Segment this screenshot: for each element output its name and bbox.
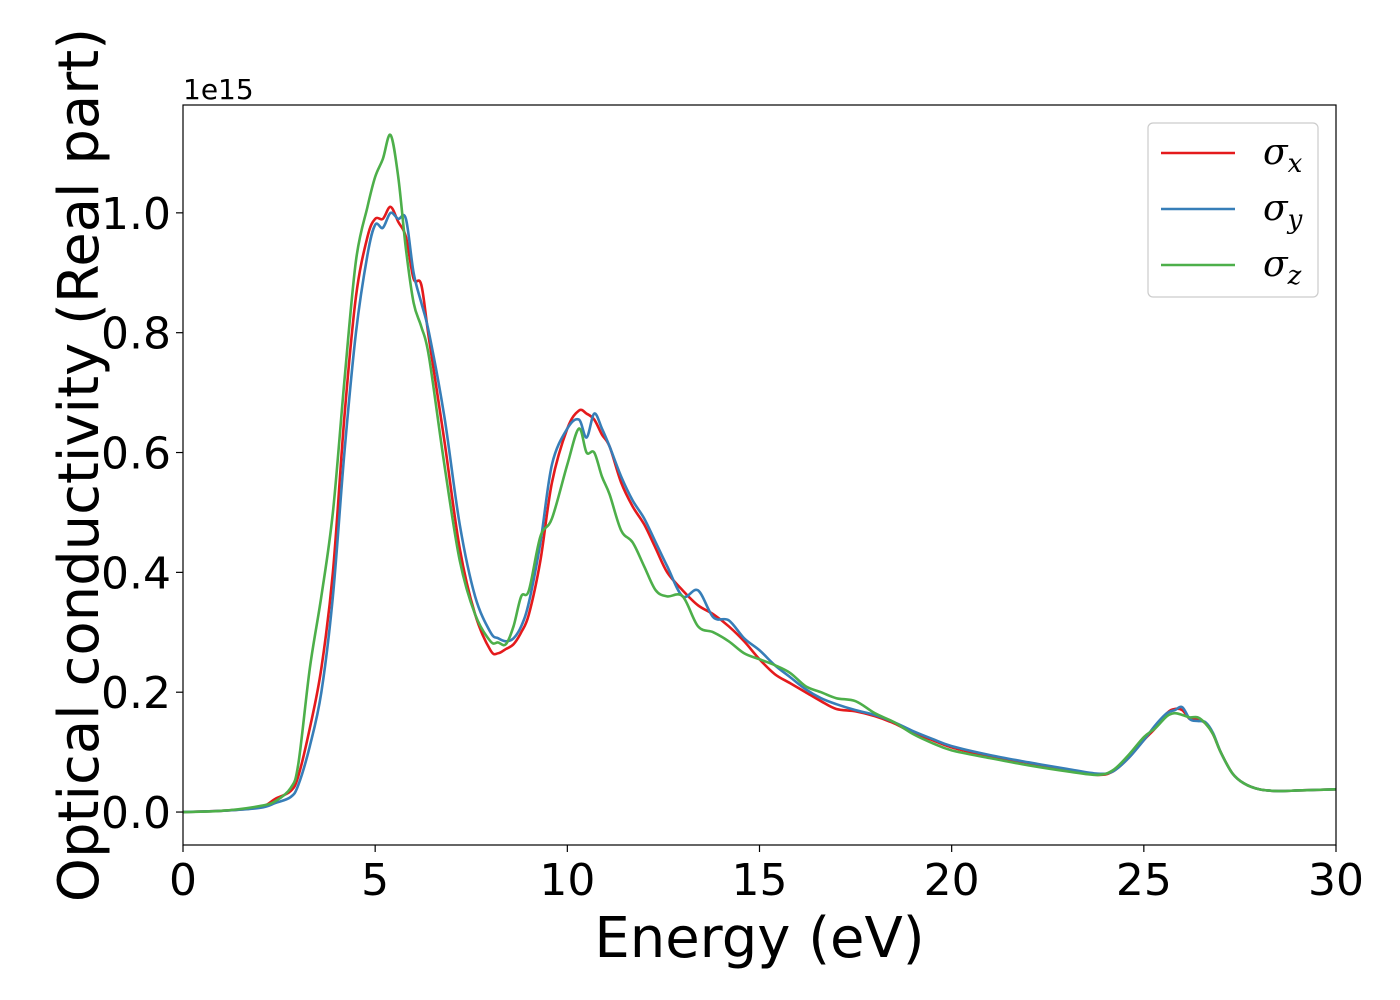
x-axis-label: Energy (eV): [594, 906, 924, 971]
x-tick-label: 30: [1308, 855, 1364, 906]
x-tick-label: 5: [361, 855, 389, 906]
legend-label-sigma-z: σz: [1263, 244, 1302, 291]
plot-lines: [182, 133, 1337, 814]
x-tick-label: 0: [169, 855, 197, 906]
legend-label-sigma-y: σy: [1263, 188, 1303, 235]
x-axis-ticks: 0 5 10 15 20 25 30: [169, 845, 1364, 906]
x-tick-label: 20: [924, 855, 980, 906]
y-tick-label: 0.4: [101, 548, 171, 599]
x-tick-label: 15: [732, 855, 788, 906]
y-tick-label: 0.6: [101, 429, 171, 480]
series-line-sigma-y: [182, 211, 1337, 814]
legend-label-sigma-x: σx: [1263, 132, 1303, 179]
series-line-sigma-z: [182, 133, 1337, 814]
x-tick-label: 25: [1116, 855, 1172, 906]
y-tick-label: 0.8: [101, 309, 171, 360]
x-tick-label: 10: [539, 855, 595, 906]
y-tick-label: 0.0: [101, 788, 171, 839]
y-tick-label: 0.2: [101, 668, 171, 719]
y-offset-label: 1e15: [183, 73, 254, 106]
y-axis-ticks: 0.0 0.2 0.4 0.6 0.8 1.0: [101, 189, 183, 839]
y-tick-label: 1.0: [101, 189, 171, 240]
legend: σx σy σz: [1147, 122, 1319, 298]
y-axis-label: Optical conductivity (Real part): [47, 28, 112, 902]
